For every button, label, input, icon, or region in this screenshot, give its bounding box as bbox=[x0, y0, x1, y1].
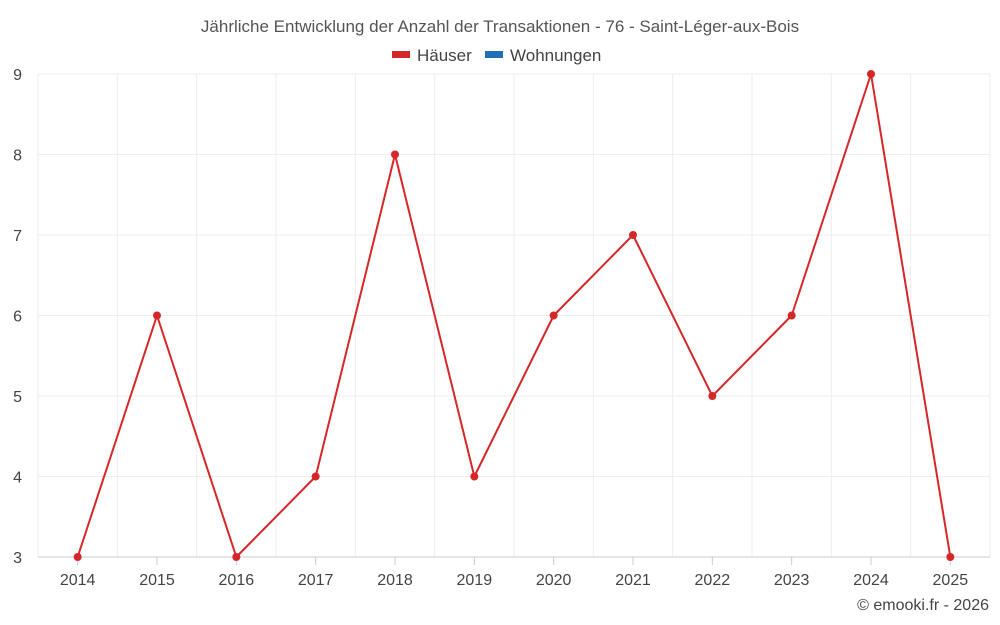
data-point-haeuser-2014[interactable] bbox=[73, 553, 82, 561]
legend-swatch-haeuser bbox=[392, 51, 410, 58]
data-point-haeuser-2015[interactable] bbox=[153, 311, 161, 320]
y-tick-label: 9 bbox=[13, 67, 22, 84]
data-point-haeuser-2020[interactable] bbox=[549, 311, 558, 320]
x-tick-label: 2024 bbox=[853, 572, 889, 589]
series-haeuser bbox=[73, 70, 955, 561]
y-tick-label: 8 bbox=[13, 148, 22, 165]
x-tick-label: 2017 bbox=[298, 572, 334, 589]
data-point-haeuser-2025[interactable] bbox=[946, 553, 955, 561]
data-point-haeuser-2017[interactable] bbox=[311, 472, 320, 481]
y-tick-label: 7 bbox=[13, 228, 22, 245]
chart-title: Jährliche Entwicklung der Anzahl der Tra… bbox=[201, 17, 799, 36]
data-point-haeuser-2022[interactable] bbox=[708, 392, 717, 400]
x-tick-labels: 2014 2015 2016 2017 2018 2019 2020 2021 2022 2023… bbox=[60, 572, 968, 589]
credit-text[interactable]: © emooki.fr - 2026 bbox=[857, 597, 989, 614]
x-tick-label: 2022 bbox=[695, 572, 731, 589]
x-tick-label: 2019 bbox=[457, 572, 493, 589]
legend-swatch-wohnungen bbox=[485, 51, 503, 58]
x-tick-label: 2015 bbox=[139, 572, 175, 589]
legend-label-haeuser[interactable]: Häuser bbox=[417, 46, 472, 65]
x-tick-label: 2016 bbox=[219, 572, 255, 589]
data-point-haeuser-2018[interactable] bbox=[391, 150, 399, 159]
data-point-haeuser-2019[interactable] bbox=[470, 472, 479, 481]
data-point-haeuser-2023[interactable] bbox=[787, 311, 796, 320]
legend-label-wohnungen[interactable]: Wohnungen bbox=[510, 46, 601, 65]
data-point-haeuser-2024[interactable] bbox=[867, 70, 875, 78]
series-line-haeuser bbox=[76, 73, 952, 558]
x-tick-label: 2014 bbox=[60, 572, 96, 589]
y-tick-labels: 3 4 5 6 7 8 9 bbox=[13, 67, 22, 567]
y-tick-label: 3 bbox=[13, 550, 22, 567]
x-tick-label: 2020 bbox=[536, 572, 572, 589]
axes bbox=[38, 556, 990, 565]
x-tick-label: 2025 bbox=[933, 572, 969, 589]
x-tick-label: 2021 bbox=[615, 572, 651, 589]
y-gridlines bbox=[38, 73, 990, 477]
data-point-haeuser-2021[interactable] bbox=[629, 231, 637, 239]
legend: Häuser Wohnungen bbox=[392, 46, 601, 65]
y-tick-label: 5 bbox=[13, 389, 22, 406]
data-point-haeuser-2016[interactable] bbox=[232, 553, 241, 561]
y-tick-label: 6 bbox=[13, 309, 22, 326]
y-tick-label: 4 bbox=[13, 470, 22, 487]
x-tick-label: 2023 bbox=[774, 572, 810, 589]
x-tick-label: 2018 bbox=[377, 572, 413, 589]
